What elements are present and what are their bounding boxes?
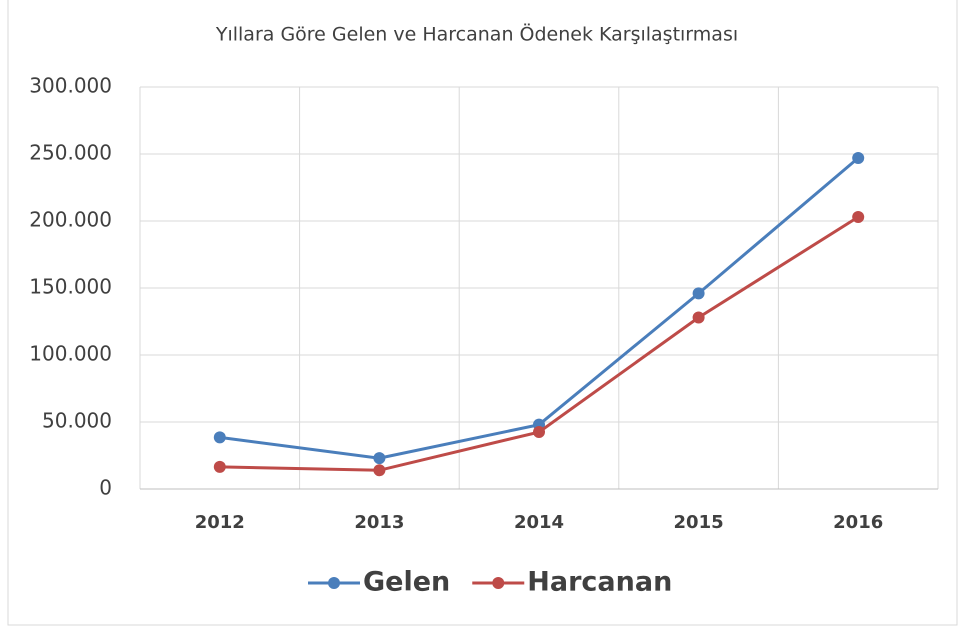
chart-title: Yıllara Göre Gelen ve Harcanan Ödenek Ka…: [215, 23, 738, 46]
y-tick-label: 50.000: [42, 409, 112, 433]
y-tick-label: 100.000: [29, 342, 112, 366]
y-tick-label: 250.000: [29, 141, 112, 165]
point: [373, 464, 386, 477]
y-tick-label: 300.000: [29, 74, 112, 98]
point: [213, 431, 226, 444]
point: [213, 460, 226, 473]
x-tick-label: 2014: [514, 512, 564, 533]
legend-marker: [492, 577, 505, 589]
y-tick-label: 200.000: [29, 208, 112, 232]
x-tick-label: 2016: [833, 512, 883, 533]
x-tick-label: 2012: [195, 512, 245, 533]
x-tick-label: 2015: [674, 512, 724, 533]
legend-label: Harcanan: [527, 567, 672, 598]
y-tick-label: 150.000: [29, 275, 112, 299]
x-tick-label: 2013: [354, 512, 404, 533]
point: [373, 452, 386, 465]
point: [533, 426, 545, 439]
legend-label: Gelen: [363, 567, 450, 598]
point: [692, 287, 705, 300]
y-tick-label: 0: [99, 476, 112, 500]
legend-marker: [328, 577, 340, 589]
point: [852, 210, 865, 223]
point: [852, 152, 865, 165]
point: [692, 311, 705, 324]
chart-frame: [7, 0, 958, 626]
